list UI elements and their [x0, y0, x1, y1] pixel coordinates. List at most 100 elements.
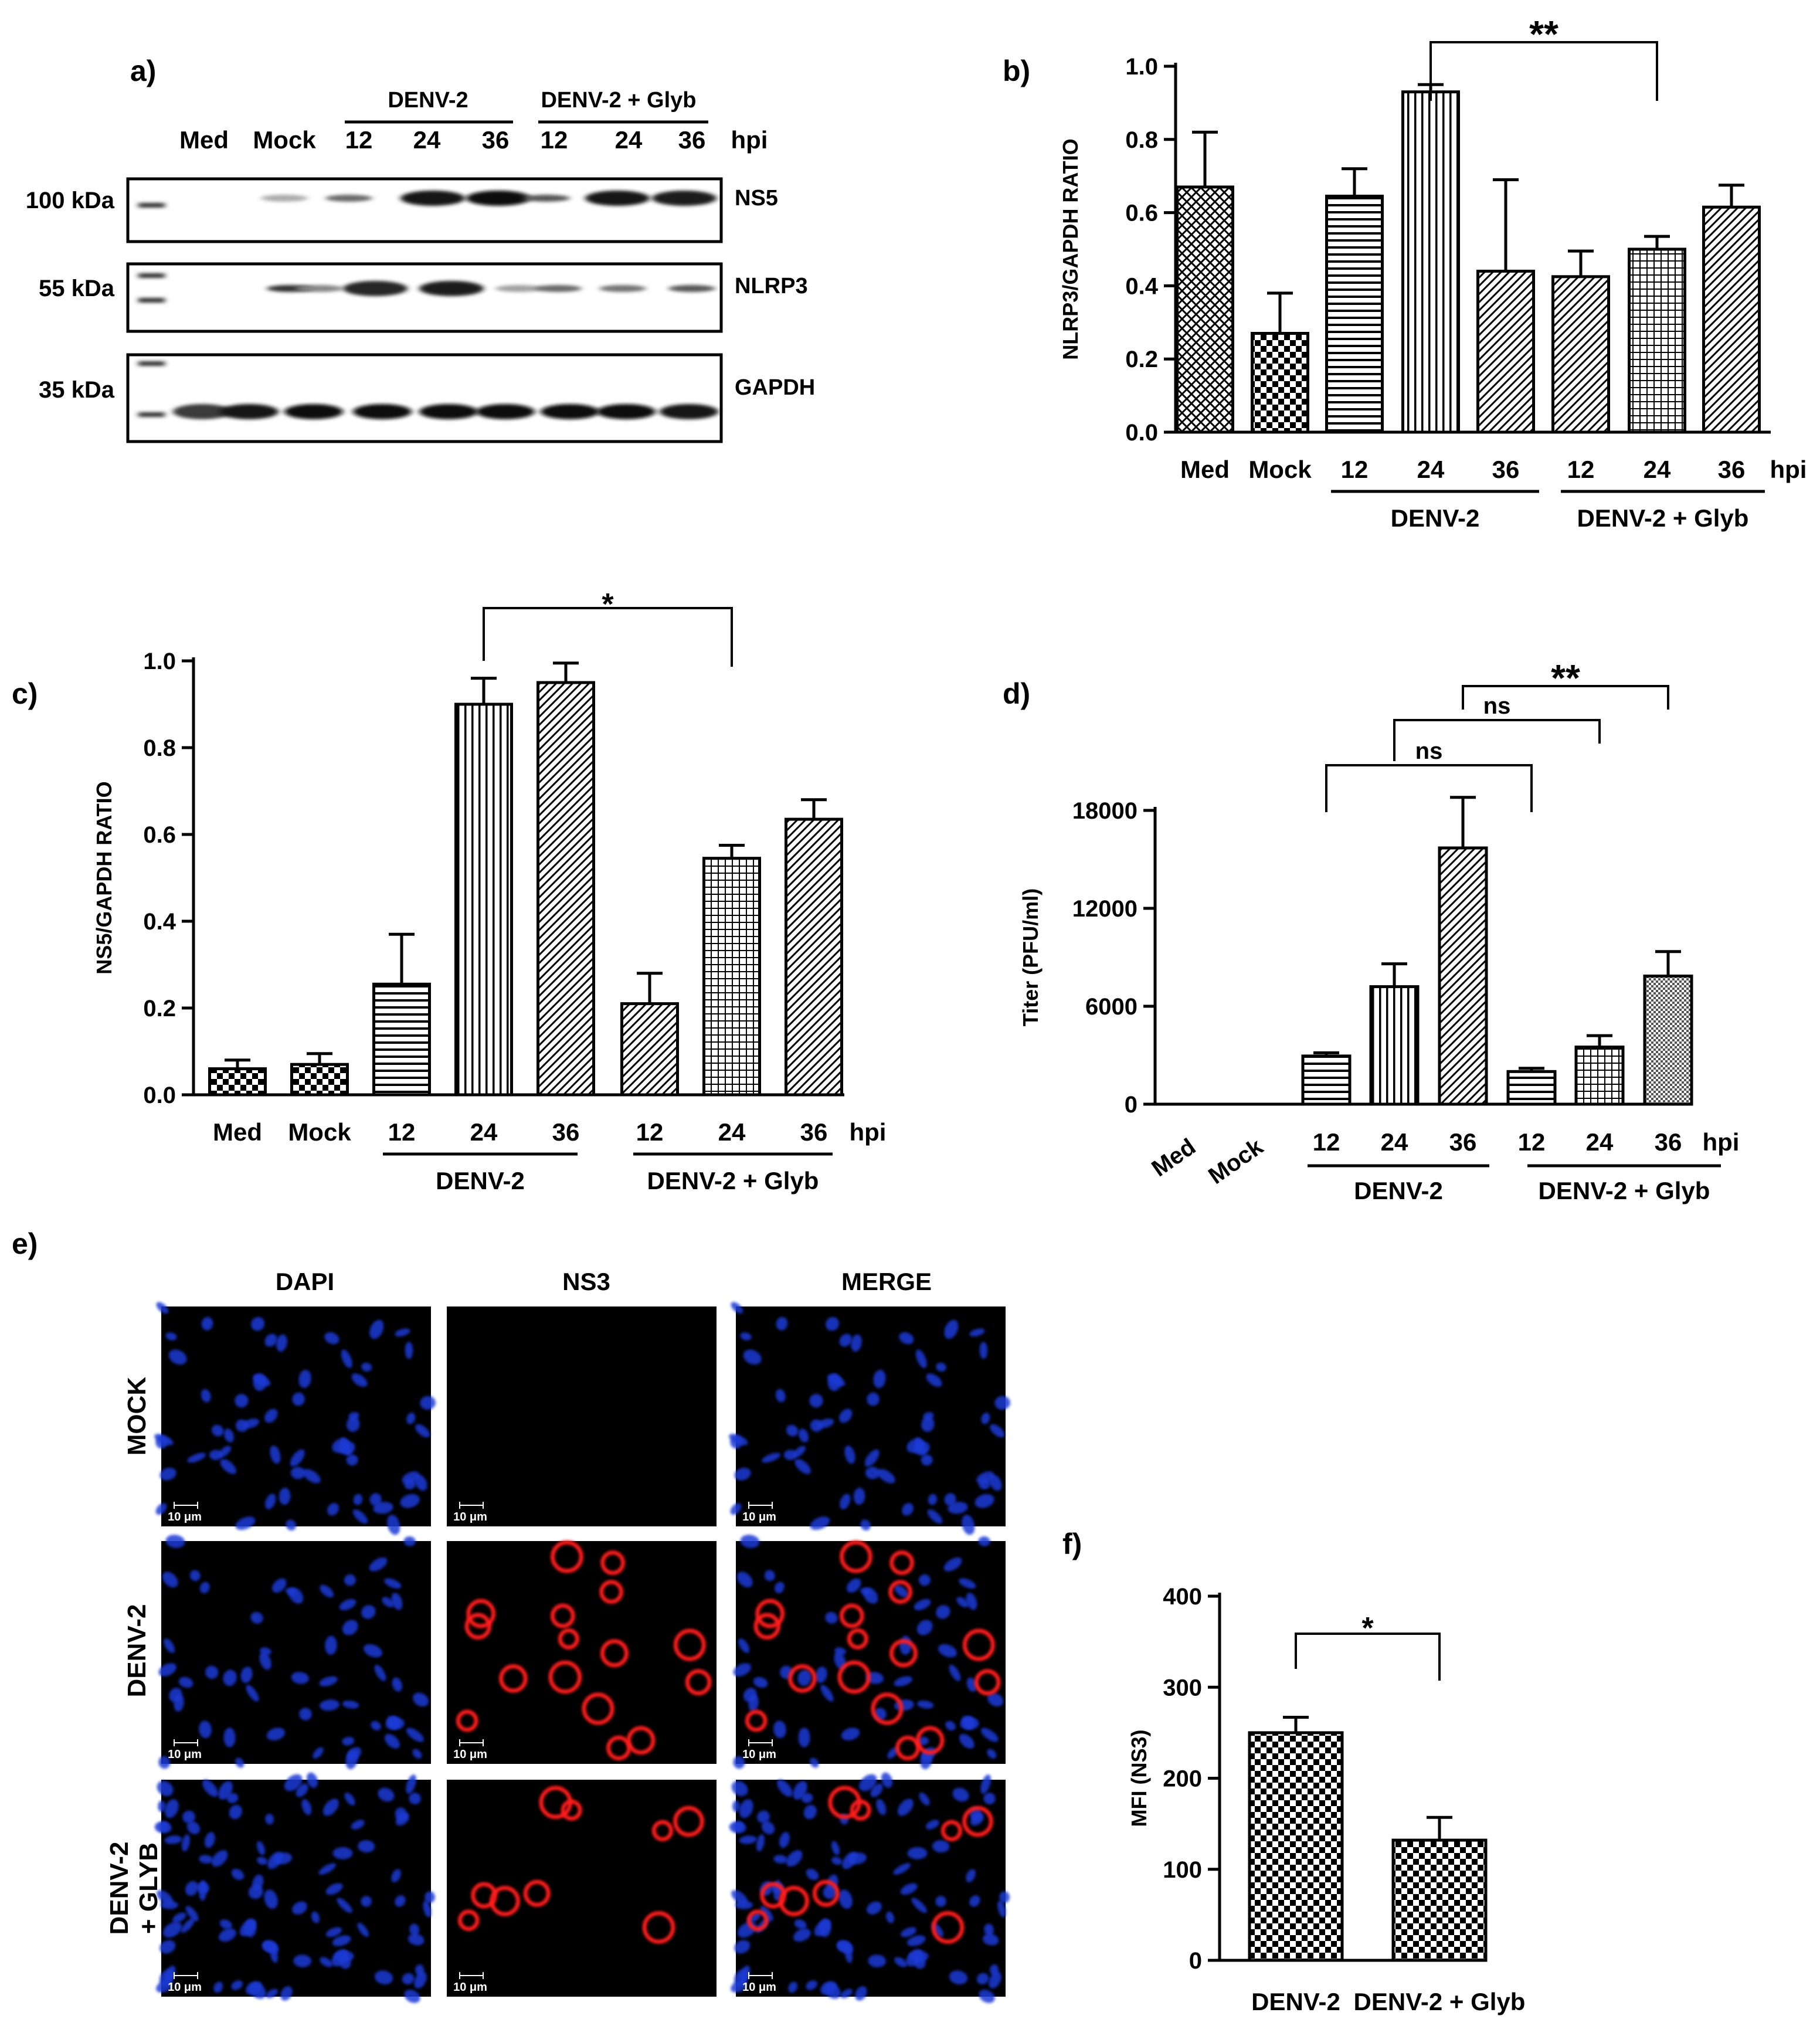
nucleus-dot: [299, 1708, 312, 1720]
ns3-signal: [626, 1726, 656, 1755]
nucleus-dot: [351, 1373, 368, 1387]
nucleus-dot: [325, 1883, 343, 1895]
nucleus-dot: [262, 1941, 277, 1952]
nucleus-dot: [815, 1667, 827, 1684]
nucleus-dot: [389, 1716, 400, 1729]
nucleus-dot: [976, 1973, 989, 1985]
nucleus-dot: [412, 1749, 422, 1759]
bar: [537, 681, 595, 1097]
nucleus-dot: [838, 1409, 853, 1423]
nucleus-dot: [739, 1835, 757, 1844]
nucleus-dot: [229, 1804, 242, 1820]
bar: [454, 703, 513, 1097]
ns3-signal: [974, 1669, 1001, 1696]
nucleus-dot: [346, 1417, 360, 1432]
nucleus-dot: [240, 1667, 253, 1684]
nucleus-dot: [738, 1638, 750, 1653]
nucleus-dot: [253, 1373, 267, 1392]
nucleus-dot: [159, 1940, 176, 1954]
nucleus-dot: [231, 1868, 245, 1881]
nucleus-dot: [332, 1935, 351, 1946]
bar: [208, 1067, 267, 1097]
bar: [1574, 1046, 1625, 1106]
ns3-signal: [466, 1599, 496, 1628]
nucleus-dot: [962, 1515, 975, 1535]
blot-band: [220, 404, 279, 419]
nucleus-dot: [841, 1728, 860, 1741]
nucleus-dot: [384, 1733, 400, 1749]
nucleus-dot: [734, 1940, 751, 1954]
micro-row-label: DENV-2+ GLYB: [105, 1842, 163, 1935]
nucleus-dot: [760, 1906, 773, 1922]
nucleus-dot: [320, 1699, 339, 1711]
blot-lane-label: 12: [541, 126, 568, 154]
blot-band: [173, 404, 232, 419]
nucleus-dot: [870, 1783, 883, 1797]
x-tick-label: 24: [470, 1118, 498, 1146]
scale-bar-label: 10 μm: [742, 1981, 776, 1994]
micro-column-label: MERGE: [841, 1268, 932, 1295]
ns3-signal: [464, 1613, 491, 1640]
blot-band: [353, 404, 412, 419]
nucleus-dot: [978, 1536, 990, 1546]
x-tick-label: DENV-2: [1251, 1988, 1340, 2015]
nucleus-dot: [925, 1820, 939, 1830]
scale-bar-label: 10 μm: [453, 1748, 487, 1761]
bar: [1248, 1731, 1344, 1962]
ns3-signal: [548, 1660, 582, 1694]
x-tick-label: 36: [1655, 1128, 1682, 1156]
nucleus-dot: [944, 1493, 956, 1506]
significance-bracket: [1295, 1633, 1441, 1681]
nucleus-dot: [352, 1509, 368, 1524]
y-tick-label: 100: [1163, 1857, 1202, 1883]
blot-lane-label: Med: [179, 126, 229, 154]
nucleus-dot: [762, 1453, 781, 1463]
nucleus-dot: [342, 1736, 355, 1746]
nucleus-dot: [788, 1981, 798, 1993]
panel-letter-e: e): [12, 1227, 38, 1260]
nucleus-dot: [927, 1509, 943, 1524]
ns3-signal: [779, 1886, 809, 1916]
nucleus-dot: [369, 1493, 382, 1506]
bar: [1301, 1054, 1352, 1106]
nucleus-dot: [246, 1981, 262, 1996]
ns3-signal: [962, 1806, 993, 1837]
nucleus-dot: [729, 1434, 748, 1445]
nucleus-dot: [756, 1834, 765, 1852]
nucleus-dot: [199, 1720, 212, 1739]
nucleus-dot: [164, 1799, 179, 1818]
nucleus-dot: [403, 1536, 416, 1546]
micro-image: [161, 1306, 431, 1526]
nucleus-dot: [284, 1774, 303, 1791]
x-tick-label: 24: [1381, 1128, 1408, 1156]
nucleus-dot: [943, 1557, 962, 1572]
nucleus-dot: [806, 1980, 817, 1990]
nucleus-dot: [733, 1821, 744, 1832]
ns3-signal: [523, 1879, 551, 1907]
nucleus-dot: [165, 1965, 176, 1982]
nucleus-dot: [948, 1502, 968, 1514]
blot-band: [599, 285, 646, 292]
y-tick-label: 200: [1163, 1766, 1202, 1792]
x-tick-label: Mock: [1204, 1134, 1268, 1189]
blot-band: [466, 191, 531, 206]
nucleus-dot: [952, 1787, 969, 1802]
y-tick-label: 300: [1163, 1675, 1202, 1701]
blot-lane-label: 24: [615, 126, 643, 154]
nucleus-dot: [846, 1578, 861, 1593]
nucleus-dot: [740, 1332, 752, 1341]
nucleus-dot: [406, 1728, 424, 1742]
y-axis-title: NLRP3/GAPDH RATIO: [1058, 138, 1082, 359]
nucleus-dot: [264, 1333, 277, 1347]
nucleus-dot: [974, 1494, 994, 1508]
blot-marker-label: 35 kDa: [39, 377, 115, 403]
nucleus-dot: [288, 1587, 304, 1604]
nucleus-dot: [414, 1474, 427, 1491]
x-unit-label: hpi: [1770, 456, 1807, 483]
nucleus-dot: [187, 1453, 206, 1463]
nucleus-dot: [158, 1663, 176, 1677]
nucleus-dot: [374, 1664, 386, 1681]
nucleus-dot: [165, 1535, 185, 1548]
nucleus-dot: [921, 1417, 935, 1432]
